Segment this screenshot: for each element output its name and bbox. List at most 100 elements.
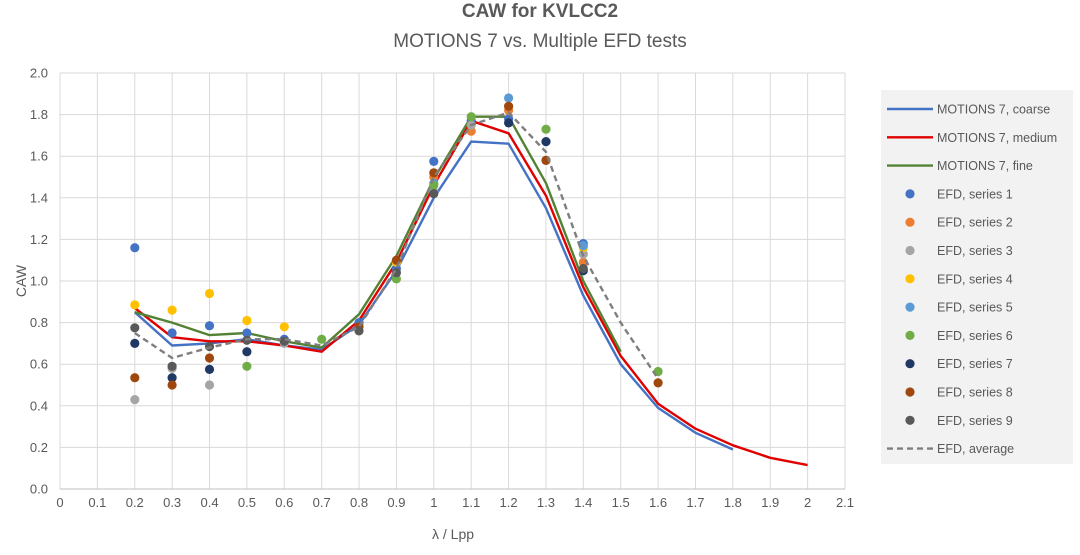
legend-entry: EFD, average [887, 442, 1014, 456]
data-point [204, 364, 215, 374]
legend-marker [905, 217, 915, 227]
legend-entry: MOTIONS 7, fine [887, 159, 1033, 173]
y-tick-label: 0.8 [30, 315, 48, 330]
data-point [354, 326, 364, 336]
legend-label: MOTIONS 7, coarse [937, 103, 1050, 117]
x-tick-label: 0.2 [126, 495, 144, 510]
plot-area [130, 93, 808, 467]
y-axis-title: CAW [13, 264, 29, 297]
legend: MOTIONS 7, coarse MOTIONS 7, medium MOTION… [881, 90, 1073, 464]
data-point [204, 353, 215, 363]
legend-marker [905, 274, 915, 284]
legend-entry: MOTIONS 7, coarse [887, 103, 1050, 117]
x-tick-label: 0.4 [200, 495, 218, 510]
data-point [279, 322, 289, 332]
data-point [130, 373, 140, 383]
x-tick-label: 0.5 [238, 495, 256, 510]
x-tick-label: 1.4 [574, 495, 592, 510]
data-point [130, 300, 140, 310]
data-point [279, 336, 289, 346]
legend-marker [905, 387, 915, 397]
series-line-motions-7-fine [134, 115, 622, 353]
tick-labels: 0 0.1 0.2 0.3 0.4 0.5 0.6 0.7 0.8 0.9 1 1.1 1.2 1.3 1.… [30, 66, 854, 511]
y-tick-label: 0.4 [30, 398, 48, 413]
data-point [167, 380, 177, 390]
legend-marker [905, 330, 915, 340]
data-point [130, 323, 140, 333]
x-tick-label: 0 [56, 495, 63, 510]
x-tick-label: 1.9 [761, 495, 779, 510]
legend-entry: EFD, series 7 [905, 357, 1013, 371]
x-tick-label: 0.7 [313, 495, 331, 510]
data-point [167, 373, 177, 383]
legend-marker [905, 245, 915, 256]
legend-label: EFD, average [937, 442, 1014, 456]
y-tick-label: 0.2 [30, 440, 48, 455]
data-point [130, 243, 140, 253]
x-tick-label: 1.5 [612, 495, 630, 510]
series-points-efd-series-6 [242, 112, 663, 377]
x-tick-label: 0.9 [387, 495, 405, 510]
data-point [167, 361, 177, 371]
y-tick-label: 1.8 [30, 107, 48, 122]
y-tick-label: 0.6 [30, 357, 48, 372]
data-point [504, 93, 514, 103]
x-tick-label: 1.1 [462, 495, 480, 510]
y-tick-label: 0.0 [30, 482, 48, 497]
x-tick-label: 0.8 [350, 495, 368, 510]
data-point [167, 328, 177, 338]
legend-entry: EFD, series 9 [905, 414, 1013, 428]
legend-marker [905, 302, 915, 312]
data-point [504, 101, 514, 111]
data-point [429, 189, 439, 199]
x-tick-label: 0.1 [88, 495, 106, 510]
y-tick-label: 1.6 [30, 149, 48, 164]
legend-label: EFD, series 2 [937, 216, 1013, 230]
data-point [429, 156, 439, 166]
x-tick-label: 1.6 [649, 495, 667, 510]
legend-entry: EFD, series 8 [905, 386, 1013, 400]
data-point [317, 334, 327, 344]
data-point [466, 112, 476, 122]
data-point [204, 288, 215, 299]
x-tick-label: 0.6 [275, 495, 293, 510]
y-tick-label: 1.2 [30, 232, 48, 247]
x-tick-label: 1.3 [537, 495, 555, 510]
legend-label: EFD, series 9 [937, 414, 1013, 428]
data-point [130, 338, 140, 348]
legend-label: EFD, series 5 [937, 301, 1013, 315]
y-tick-label: 2.0 [30, 66, 48, 81]
data-point [130, 395, 140, 405]
legend-label: EFD, series 3 [937, 244, 1013, 258]
x-tick-label: 2 [804, 495, 811, 510]
data-point [242, 328, 252, 338]
data-point [653, 378, 663, 388]
legend-label: EFD, series 1 [937, 187, 1013, 201]
y-tick-label: 1.0 [30, 274, 48, 289]
data-point [541, 137, 551, 147]
data-point [578, 241, 588, 251]
chart-subtitle: MOTIONS 7 vs. Multiple EFD tests [393, 31, 687, 52]
data-point [242, 361, 252, 371]
data-point [242, 347, 252, 357]
data-point [167, 305, 177, 315]
legend-entry: EFD, series 1 [905, 187, 1013, 201]
x-tick-label: 1 [430, 495, 437, 510]
legend-label: MOTIONS 7, medium [937, 131, 1057, 145]
x-axis-title: λ / Lpp [432, 526, 474, 542]
legend-label: MOTIONS 7, fine [937, 159, 1033, 173]
data-point [242, 315, 252, 326]
legend-entry: MOTIONS 7, medium [887, 131, 1057, 145]
legend-entry: EFD, series 2 [905, 216, 1013, 230]
chart-title: CAW for KVLCC2 [462, 1, 618, 22]
legend-marker [905, 415, 915, 425]
legend-marker [905, 359, 915, 369]
legend-label: EFD, series 8 [937, 386, 1013, 400]
data-point [541, 124, 551, 134]
x-tick-label: 2.1 [836, 495, 854, 510]
data-point [204, 380, 215, 390]
legend-label: EFD, series 4 [937, 272, 1013, 286]
x-tick-label: 1.2 [500, 495, 518, 510]
grid [59, 72, 846, 490]
